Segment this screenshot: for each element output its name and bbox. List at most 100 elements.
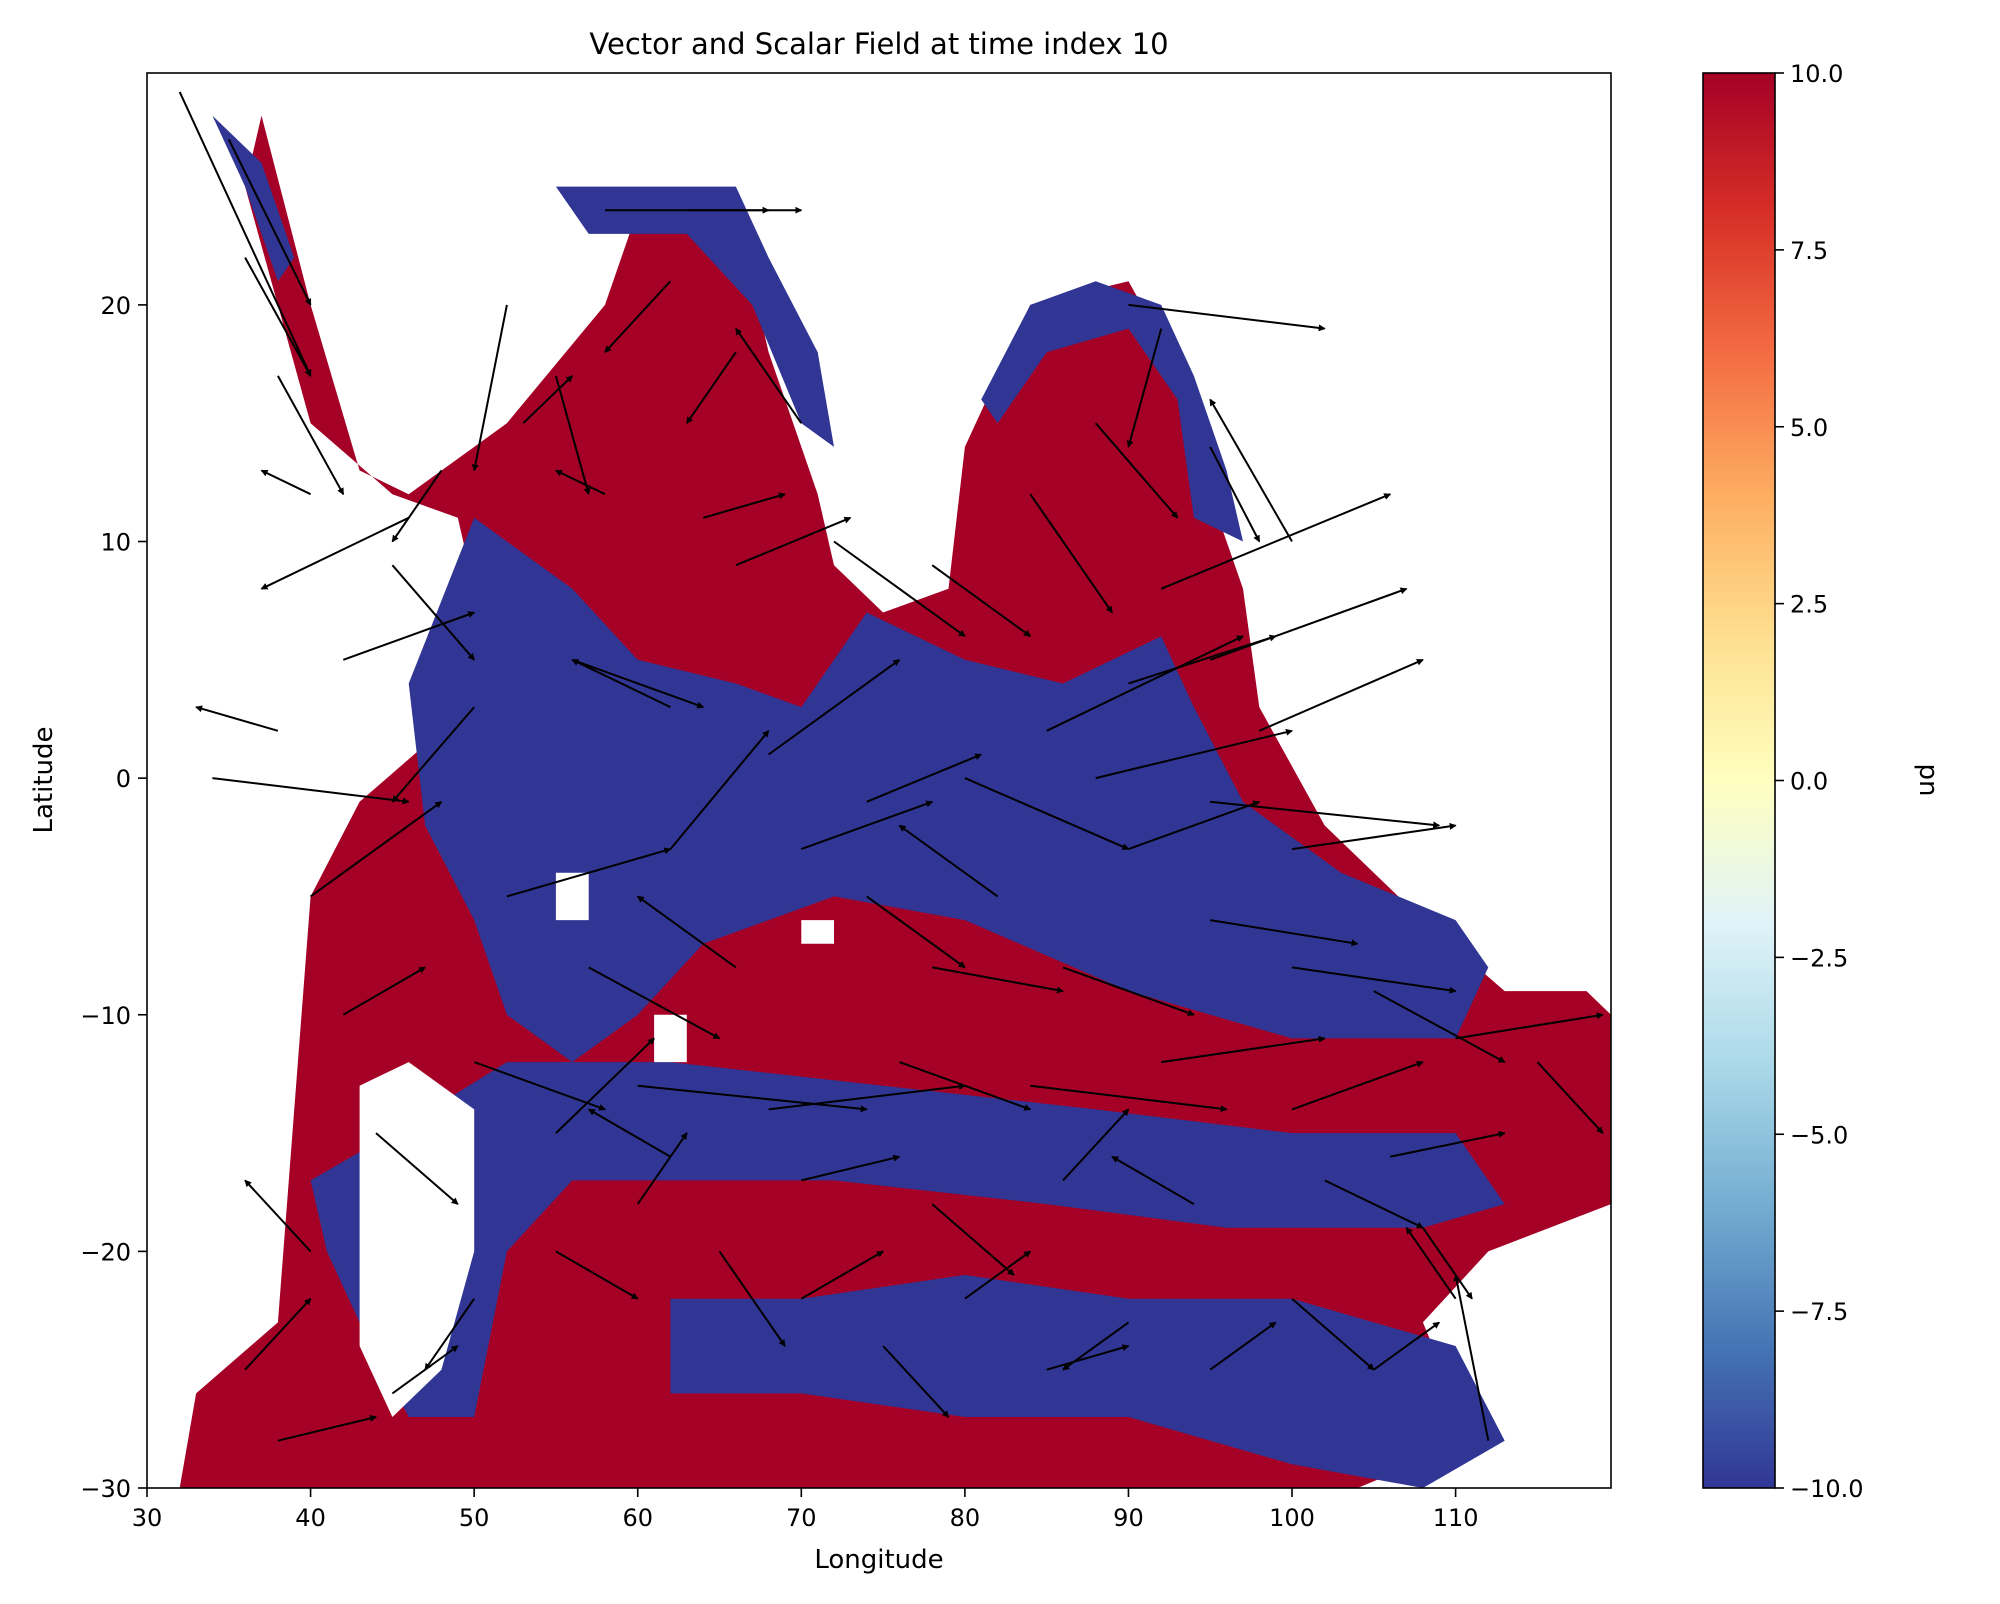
vector-arrow-64 — [571, 658, 705, 709]
y-axis-ticks: −30 −20 −10 0 10 20 — [80, 292, 147, 1503]
vector-arrow-54 — [1373, 990, 1506, 1063]
vector-arrow-70 — [1094, 422, 1179, 519]
vector-arrow-57 — [1291, 822, 1457, 851]
vector-arrow-58 — [1210, 800, 1441, 829]
vector-arrow-12 — [735, 327, 803, 424]
scalar-region-low-3 — [670, 1275, 1505, 1488]
vector-arrow-66 — [735, 516, 852, 567]
colorbar-tick-label: −2.5 — [1790, 944, 1848, 972]
x-tick-label: 70 — [786, 1504, 817, 1532]
scalar-region-low-4 — [555, 186, 834, 447]
y-tick-label: −10 — [80, 1002, 131, 1030]
vector-arrow-19 — [195, 705, 279, 732]
vector-arrow-15 — [522, 375, 574, 424]
vector-arrow-2 — [244, 257, 312, 377]
vector-arrow-31 — [718, 1250, 786, 1347]
vector-arrow-5 — [260, 516, 410, 590]
vector-arrow-89 — [587, 1108, 671, 1158]
vector-arrow-69 — [1029, 493, 1113, 614]
y-tick-label: 0 — [116, 765, 131, 793]
vector-arrow-71 — [1128, 303, 1326, 332]
vector-arrow-45 — [636, 895, 737, 969]
vector-arrow-28 — [424, 1298, 476, 1371]
vector-arrow-80 — [637, 1084, 868, 1113]
colorbar-ticks: 10.0 7.5 5.0 2.5 0.0 −2.5 −5.0 −7.5 −10.0 — [1775, 60, 1864, 1503]
vector-arrow-3 — [277, 375, 345, 496]
x-tick-label: 80 — [950, 1504, 981, 1532]
land-mask-1 — [555, 872, 589, 921]
x-tick-label: 110 — [1433, 1504, 1479, 1532]
vector-arrow-43 — [588, 966, 721, 1040]
vector-arrow-24 — [244, 1179, 312, 1253]
chart-title: Vector and Scalar Field at time index 10 — [589, 27, 1168, 61]
vector-arrow-93 — [1111, 1155, 1195, 1205]
land-mask-3 — [801, 920, 834, 944]
vector-arrow-41 — [1453, 1274, 1490, 1441]
vector-arrow-17 — [391, 564, 475, 661]
colorbar-tick-label: 0.0 — [1790, 768, 1828, 796]
vector-arrow-33 — [882, 1345, 950, 1418]
vector-arrow-83 — [1030, 1084, 1228, 1113]
vector-arrow-78 — [1128, 634, 1277, 685]
x-axis-label: Longitude — [814, 1545, 943, 1575]
vector-arrow-79 — [1046, 635, 1244, 732]
vector-arrow-81 — [768, 1082, 966, 1111]
vector-arrow-42 — [506, 847, 672, 898]
vector-arrow-75 — [1209, 587, 1408, 661]
x-tick-label: 30 — [132, 1504, 163, 1532]
vector-arrow-23 — [375, 1132, 459, 1205]
vector-arrow-92 — [1062, 1108, 1130, 1182]
vector-arrow-62 — [768, 658, 901, 756]
vector-arrow-65 — [391, 706, 475, 803]
vector-arrow-53 — [1291, 966, 1457, 994]
x-axis-ticks: 30 40 50 60 70 80 90 100 110 — [132, 1488, 1479, 1532]
y-tick-label: −30 — [80, 1475, 131, 1503]
colorbar-tick-label: −7.5 — [1790, 1298, 1848, 1326]
vector-arrow-49 — [898, 824, 999, 898]
vector-arrow-7 — [554, 375, 591, 496]
plot-frame — [146, 72, 1612, 1489]
vector-arrow-25 — [244, 1297, 312, 1371]
x-tick-label: 40 — [295, 1504, 326, 1532]
vector-arrow-34 — [964, 1250, 1032, 1300]
vector-arrow-20 — [212, 777, 410, 805]
x-tick-label: 60 — [622, 1504, 653, 1532]
colorbar-tick-label: −10.0 — [1790, 1475, 1864, 1503]
vector-arrow-4 — [260, 469, 312, 496]
colorbar-tick-label: 5.0 — [1790, 414, 1828, 442]
vector-arrow-94 — [1324, 1179, 1424, 1229]
vector-arrow-50 — [1062, 966, 1195, 1017]
y-tick-label: 10 — [100, 529, 131, 557]
colorbar — [1702, 72, 1776, 1489]
vector-arrow-55 — [1455, 1012, 1604, 1040]
vector-arrow-16 — [391, 469, 443, 543]
vector-arrow-0 — [178, 91, 312, 377]
vector-arrow-56 — [1536, 1061, 1604, 1134]
vector-arrow-11 — [685, 351, 737, 425]
vector-arrow-29 — [555, 1250, 639, 1300]
y-tick-label: −20 — [80, 1238, 131, 1266]
vector-arrow-72 — [1126, 328, 1163, 448]
vector-arrow-52 — [1210, 919, 1359, 947]
vector-arrow-1 — [227, 138, 312, 306]
colorbar-label: pn — [1913, 764, 1943, 797]
vector-arrow-74 — [1209, 398, 1293, 542]
vector-arrow-47 — [866, 895, 966, 969]
scalar-region-low-6 — [212, 115, 295, 282]
vector-arrow-48 — [932, 966, 1064, 994]
scalar-field-layer — [179, 115, 1611, 1488]
vector-arrow-77 — [1160, 493, 1392, 590]
vector-arrow-38 — [1291, 1297, 1375, 1371]
colorbar-tick-label: 7.5 — [1790, 237, 1828, 265]
colorbar-tick-label: −5.0 — [1790, 1121, 1848, 1149]
vector-arrow-30 — [636, 1132, 688, 1205]
vector-arrow-51 — [1128, 800, 1261, 851]
x-tick-label: 50 — [459, 1504, 490, 1532]
vector-field-layer — [178, 91, 1604, 1442]
vector-arrow-61 — [866, 753, 983, 803]
vector-arrow-82 — [899, 1061, 1032, 1111]
vector-arrow-6 — [471, 304, 508, 472]
vector-arrow-22 — [342, 966, 426, 1016]
x-tick-label: 90 — [1113, 1504, 1144, 1532]
